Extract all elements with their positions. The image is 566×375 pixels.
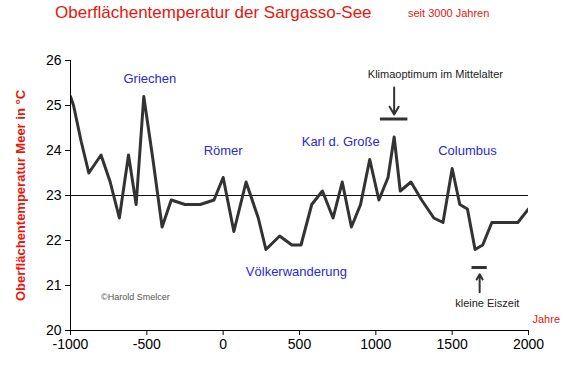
- svg-text:Griechen: Griechen: [124, 71, 177, 86]
- svg-text:0: 0: [219, 336, 227, 352]
- svg-text:20: 20: [46, 322, 62, 338]
- html-text:seit 3000 Jahren: seit 3000 Jahren: [408, 7, 490, 19]
- svg-text:©Harold Smelcer: ©Harold Smelcer: [101, 292, 170, 302]
- svg-text:Columbus: Columbus: [438, 143, 497, 158]
- svg-text:1000: 1000: [360, 336, 391, 352]
- svg-text:22: 22: [46, 232, 62, 248]
- svg-text:-1000: -1000: [53, 336, 89, 352]
- svg-text:21: 21: [46, 277, 62, 293]
- svg-text:Jahre: Jahre: [533, 313, 561, 325]
- html-text:Oberflächentemperatur der Sarg: Oberflächentemperatur der Sargasso-See: [55, 3, 372, 22]
- svg-text:Klimaoptimum im Mittelalter: Klimaoptimum im Mittelalter: [368, 68, 503, 80]
- svg-text:2000: 2000: [513, 336, 544, 352]
- svg-text:kleine Eiszeit: kleine Eiszeit: [455, 297, 519, 309]
- svg-text:Oberflächentemperatur Meer in: Oberflächentemperatur Meer in °C: [13, 89, 28, 301]
- svg-text:26: 26: [46, 52, 62, 68]
- svg-text:23: 23: [46, 187, 62, 203]
- svg-text:24: 24: [46, 142, 62, 158]
- svg-text:1500: 1500: [437, 336, 468, 352]
- svg-text:500: 500: [288, 336, 312, 352]
- svg-text:Völkerwanderung: Völkerwanderung: [246, 264, 347, 279]
- svg-text:Römer: Römer: [204, 143, 244, 158]
- svg-text:-500: -500: [133, 336, 161, 352]
- svg-text:Karl d. Große: Karl d. Große: [302, 134, 380, 149]
- svg-text:25: 25: [46, 97, 62, 113]
